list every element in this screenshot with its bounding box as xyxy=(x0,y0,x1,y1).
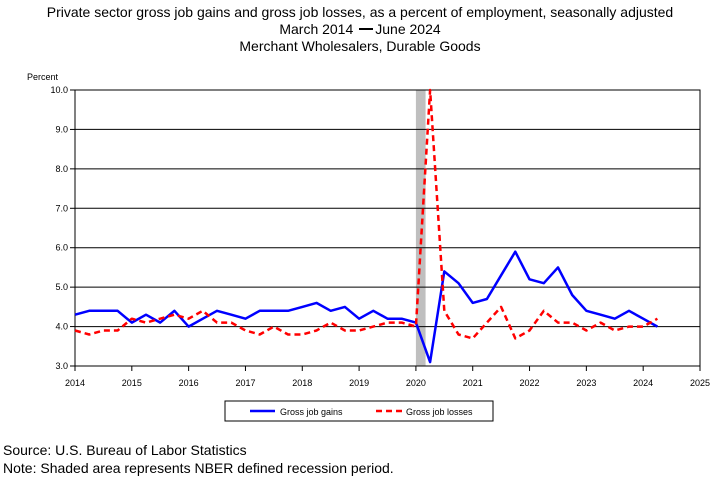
legend-label-gross-job-losses: Gross job losses xyxy=(406,407,473,417)
legend-label-gross-job-gains: Gross job gains xyxy=(280,407,343,417)
x-axis: 2014 2015 2016 2017 2018 2019 2020 2021 2022 2023… xyxy=(65,366,710,388)
y-tick-label: 3.0 xyxy=(55,361,68,371)
y-axis-label: Percent xyxy=(27,72,59,82)
plot-frame xyxy=(74,89,701,367)
legend: Gross job gains Gross job losses xyxy=(224,400,494,422)
x-tick-label: 2018 xyxy=(292,378,312,388)
grid-layer xyxy=(75,89,700,367)
plot-border xyxy=(74,89,701,367)
y-tick-label: 7.0 xyxy=(55,203,68,213)
chart-subtitle-industry: Merchant Wholesalers, Durable Goods xyxy=(239,38,481,54)
y-tick-label: 6.0 xyxy=(55,243,68,253)
y-tick-label: 4.0 xyxy=(55,322,68,332)
x-tick-label: 2020 xyxy=(406,378,426,388)
series-layer xyxy=(74,88,659,364)
x-tick-label: 2017 xyxy=(235,378,255,388)
date-range-start: March 2014 xyxy=(279,21,354,37)
x-tick-label: 2023 xyxy=(576,378,596,388)
date-range-end: June 2024 xyxy=(375,21,441,37)
legend-box xyxy=(224,400,494,422)
y-tick-label: 9.0 xyxy=(55,124,68,134)
em-dash-glyph xyxy=(359,28,374,31)
chart-title: Private sector gross job gains and gross… xyxy=(46,4,674,20)
y-tick-label: 8.0 xyxy=(55,164,68,174)
x-tick-label: 2022 xyxy=(520,378,540,388)
recession-shade xyxy=(415,90,426,366)
x-tick-label: 2021 xyxy=(463,378,483,388)
y-axis: 3.0 4.0 5.0 6.0 7.0 8.0 9.0 10.0 xyxy=(50,85,75,371)
series-line-gross-job-gains xyxy=(74,250,659,364)
x-tick-label: 2024 xyxy=(633,378,653,388)
series-line-gross-job-losses xyxy=(74,88,659,340)
x-tick-label: 2019 xyxy=(349,378,369,388)
x-tick-label: 2014 xyxy=(65,378,85,388)
x-tick-label: 2015 xyxy=(122,378,142,388)
y-tick-label: 5.0 xyxy=(55,282,68,292)
x-tick-label: 2016 xyxy=(179,378,199,388)
x-tick-label: 2025 xyxy=(690,378,710,388)
y-tick-label: 10.0 xyxy=(50,85,68,95)
source-note: Source: U.S. Bureau of Labor Statistics xyxy=(3,442,247,458)
recession-layer xyxy=(415,90,426,366)
chart-subtitle-date-range: March 2014 June 2024 xyxy=(0,21,720,38)
recession-note: Note: Shaded area represents NBER define… xyxy=(3,460,394,476)
